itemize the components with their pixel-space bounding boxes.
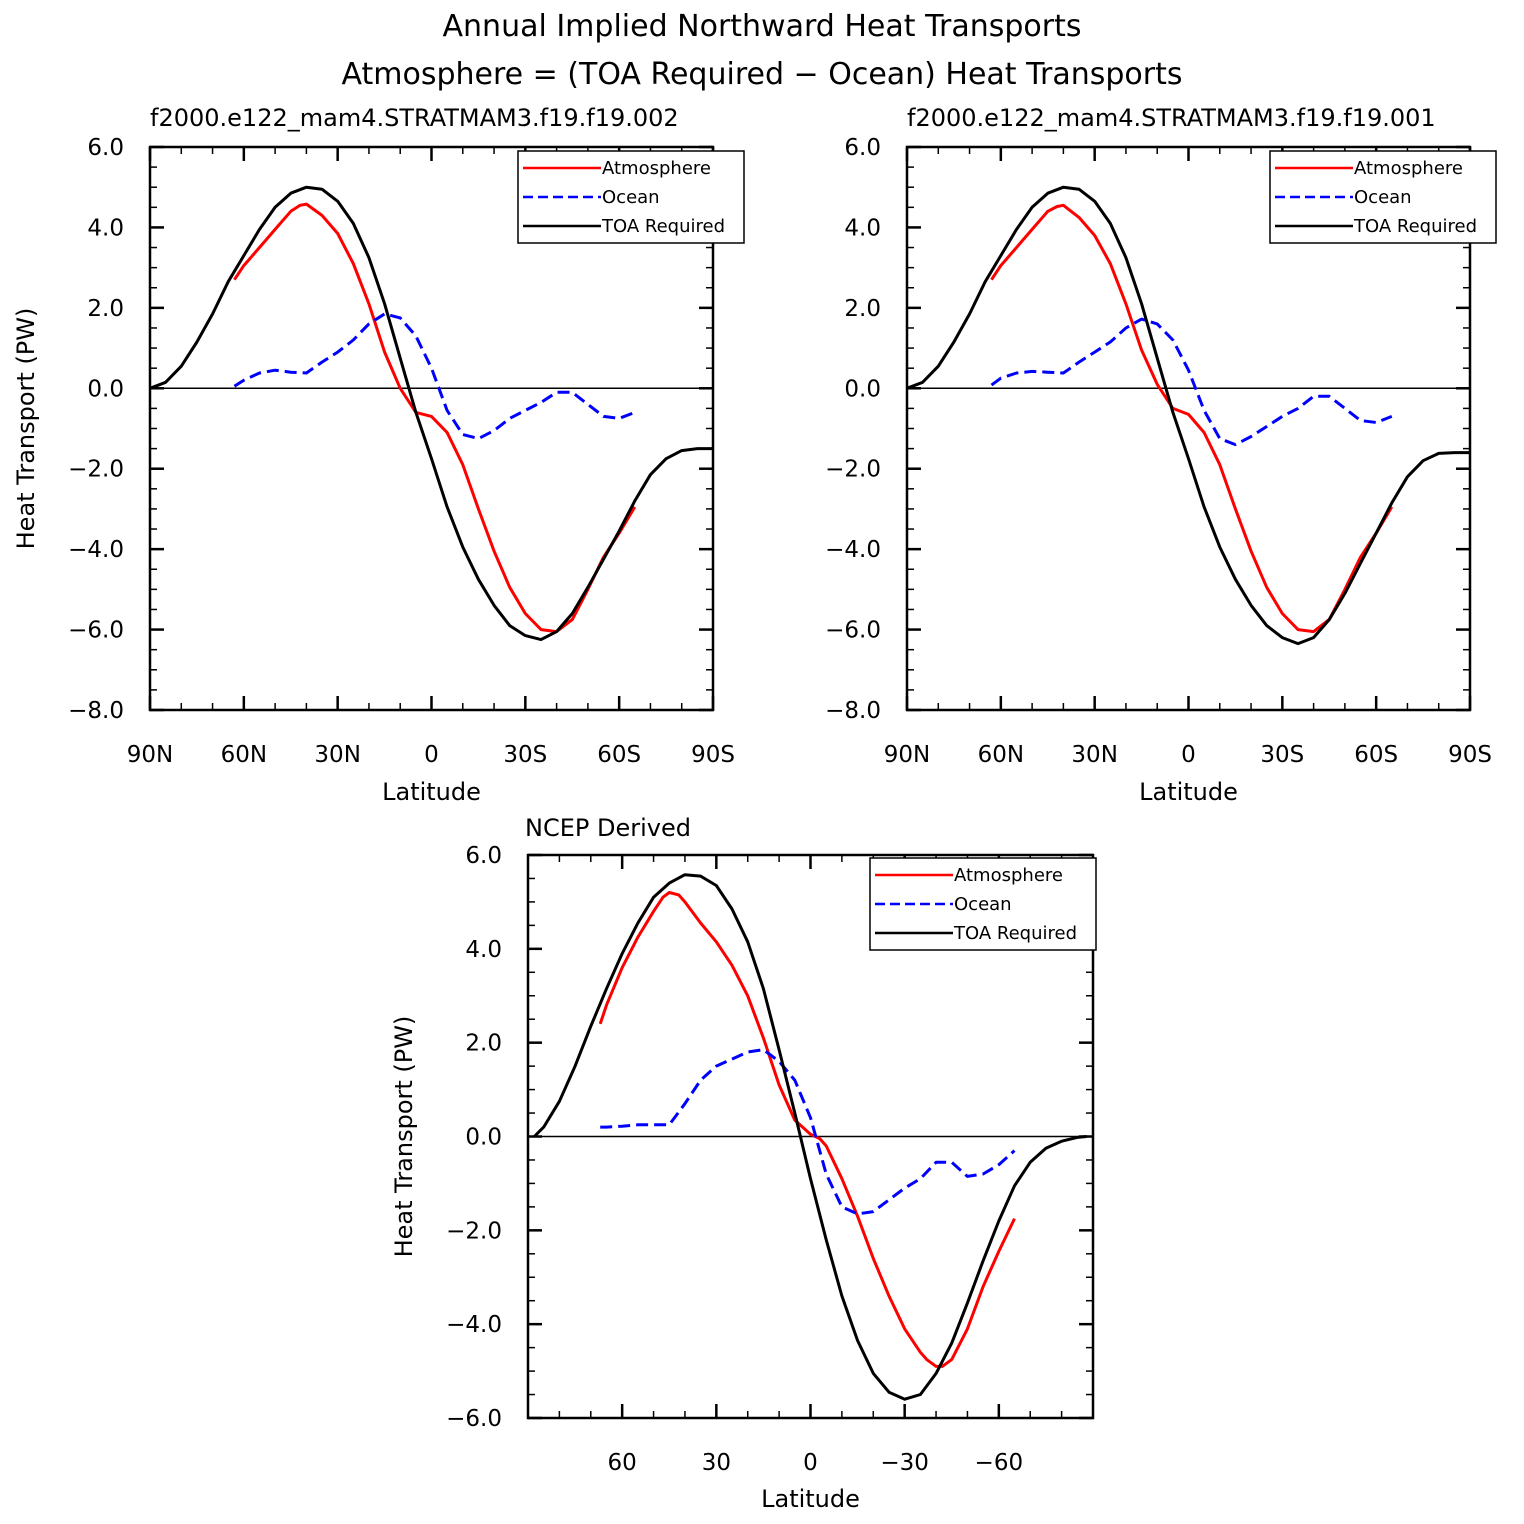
x-tick-label: 90N bbox=[127, 742, 173, 768]
legend: Atmosphere Ocean TOA Required bbox=[1269, 150, 1497, 244]
y-tick-label: 6.0 bbox=[844, 135, 881, 161]
plot-frame bbox=[905, 145, 1472, 712]
legend-label-toa-required: TOA Required bbox=[601, 216, 725, 237]
x-tick-label: −60 bbox=[975, 1450, 1024, 1476]
y-tick-label: −8.0 bbox=[68, 698, 124, 724]
x-tick-label: 30S bbox=[503, 742, 547, 768]
panel-title: NCEP Derived bbox=[525, 814, 691, 842]
y-axis-label: Heat Transport (PW) bbox=[12, 308, 40, 550]
legend-label-atmosphere: Atmosphere bbox=[954, 865, 1063, 886]
series-line-atmosphere bbox=[598, 891, 1016, 1368]
legend: Atmosphere Ocean TOA Required bbox=[869, 857, 1097, 951]
legend: Atmosphere Ocean TOA Required bbox=[517, 150, 745, 244]
y-tick-label: −8.0 bbox=[825, 698, 881, 724]
x-tick-label: 60 bbox=[608, 1450, 637, 1476]
x-tick-label: 60N bbox=[978, 742, 1024, 768]
series-line-ocean bbox=[990, 317, 1393, 447]
x-axis-label: Latitude bbox=[1139, 778, 1238, 806]
x-tick-label: 90S bbox=[691, 742, 735, 768]
legend-label-atmosphere: Atmosphere bbox=[602, 158, 711, 179]
chart-panel-ncep-derived: NCEP Derived 60 30 0 −30 −60 6.0 4.0 2.0 0.0 −2.0 −… bbox=[390, 814, 1097, 1513]
x-tick-label: 30S bbox=[1260, 742, 1304, 768]
series-line-toa-required bbox=[533, 873, 1087, 1401]
x-tick-label: 60S bbox=[597, 742, 641, 768]
figure-title-line2: Atmosphere = (TOA Required − Ocean) Heat… bbox=[341, 57, 1182, 92]
x-axis-label: Latitude bbox=[761, 1485, 860, 1513]
x-tick-label: 30N bbox=[314, 742, 360, 768]
y-tick-label: −4.0 bbox=[68, 537, 124, 563]
legend-label-ocean: Ocean bbox=[1354, 187, 1412, 208]
x-tick-label: 60N bbox=[221, 742, 267, 768]
series-line-toa-required bbox=[906, 185, 1470, 646]
y-tick-label: −2.0 bbox=[825, 457, 881, 483]
y-tick-label: 4.0 bbox=[87, 215, 124, 241]
y-tick-label: 4.0 bbox=[844, 215, 881, 241]
series-line-atmosphere bbox=[233, 202, 637, 634]
y-tick-label: 4.0 bbox=[465, 937, 502, 963]
x-axis-label: Latitude bbox=[382, 778, 481, 806]
chart-panel-model-002: f2000.e122_mam4.STRATMAM3.f19.f19.002 90N… bbox=[12, 104, 745, 806]
x-tick-label: 30 bbox=[702, 1450, 731, 1476]
legend-label-ocean: Ocean bbox=[954, 894, 1012, 915]
legend-label-toa-required: TOA Required bbox=[1353, 216, 1477, 237]
y-axis-label: Heat Transport (PW) bbox=[390, 1016, 418, 1258]
y-tick-label: −6.0 bbox=[825, 618, 881, 644]
y-tick-label: 6.0 bbox=[87, 135, 124, 161]
x-tick-label: 0 bbox=[424, 742, 439, 768]
x-tick-label: 0 bbox=[1181, 742, 1196, 768]
figure-title-line1: Annual Implied Northward Heat Transports bbox=[443, 9, 1082, 44]
y-tick-label: −2.0 bbox=[446, 1218, 502, 1244]
plot-frame bbox=[148, 145, 715, 712]
panel-title: f2000.e122_mam4.STRATMAM3.f19.f19.001 bbox=[907, 104, 1436, 132]
y-tick-label: 0.0 bbox=[465, 1125, 502, 1151]
y-tick-label: 0.0 bbox=[844, 376, 881, 402]
y-tick-label: 0.0 bbox=[87, 376, 124, 402]
chart-panel-model-001: f2000.e122_mam4.STRATMAM3.f19.f19.001 90N… bbox=[825, 104, 1497, 806]
legend-label-ocean: Ocean bbox=[602, 187, 660, 208]
x-tick-label: −30 bbox=[880, 1450, 929, 1476]
y-tick-label: 2.0 bbox=[465, 1031, 502, 1057]
x-tick-label: 30N bbox=[1071, 742, 1117, 768]
y-tick-label: 6.0 bbox=[465, 843, 502, 869]
series-line-toa-required bbox=[149, 185, 713, 642]
x-tick-label: 90N bbox=[884, 742, 930, 768]
y-tick-label: −6.0 bbox=[446, 1406, 502, 1432]
series-line-ocean bbox=[233, 312, 636, 441]
series-line-atmosphere bbox=[990, 203, 1394, 634]
y-tick-label: 2.0 bbox=[844, 296, 881, 322]
legend-label-toa-required: TOA Required bbox=[953, 923, 1077, 944]
y-tick-label: −4.0 bbox=[825, 537, 881, 563]
y-tick-label: 2.0 bbox=[87, 296, 124, 322]
x-tick-label: 60S bbox=[1354, 742, 1398, 768]
y-tick-label: −4.0 bbox=[446, 1312, 502, 1338]
series-line-ocean bbox=[600, 1048, 1016, 1216]
y-tick-label: −2.0 bbox=[68, 457, 124, 483]
legend-label-atmosphere: Atmosphere bbox=[1354, 158, 1463, 179]
x-tick-label: 90S bbox=[1448, 742, 1492, 768]
plot-frame bbox=[526, 853, 1095, 1420]
panel-title: f2000.e122_mam4.STRATMAM3.f19.f19.002 bbox=[150, 104, 679, 132]
x-tick-label: 0 bbox=[803, 1450, 818, 1476]
y-tick-label: −6.0 bbox=[68, 618, 124, 644]
